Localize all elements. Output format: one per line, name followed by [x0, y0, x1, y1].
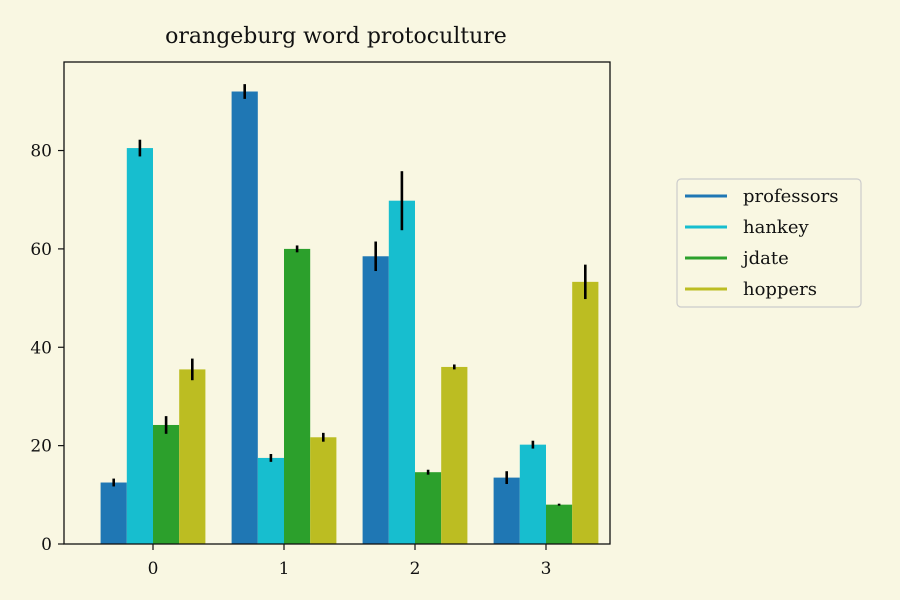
bar-hoppers-1 — [310, 437, 337, 544]
chart-title: orangeburg word protoculture — [165, 24, 507, 49]
bar-professors-2 — [362, 256, 389, 544]
bar-professors-3 — [493, 477, 520, 544]
bar-jdate-3 — [546, 504, 573, 544]
bar-professors-0 — [100, 482, 127, 544]
bar-hankey-0 — [126, 148, 153, 545]
y-tick-label-20: 20 — [30, 437, 52, 457]
bar-jdate-1 — [284, 248, 311, 545]
y-tick-label-40: 40 — [30, 338, 52, 358]
legend-label-hankey: hankey — [743, 217, 809, 238]
y-tick-label-0: 0 — [41, 535, 52, 555]
bar-professors-1 — [231, 91, 258, 545]
bar-hoppers-0 — [179, 369, 206, 544]
bar-hankey-1 — [257, 457, 284, 544]
bar-hankey-3 — [519, 444, 546, 544]
legend-label-jdate: jdate — [741, 248, 789, 269]
x-tick-label-1: 1 — [279, 559, 290, 579]
axes-frame — [63, 61, 611, 545]
bar-jdate-0 — [153, 424, 180, 544]
legend: professors hankey jdate hoppers — [676, 178, 862, 308]
y-tick-label-80: 80 — [30, 142, 52, 162]
bar-hankey-2 — [388, 200, 415, 545]
y-tick-label-60: 60 — [30, 240, 52, 260]
legend-box — [676, 178, 862, 308]
legend-label-hoppers: hoppers — [743, 279, 817, 300]
legend-label-professors: professors — [743, 186, 838, 207]
plot-area: 0 20 40 60 80 0 1 2 3 — [30, 61, 611, 579]
bar-hoppers-2 — [441, 366, 468, 544]
bar-hoppers-3 — [572, 281, 599, 544]
x-tick-label-2: 2 — [410, 559, 421, 579]
x-tick-label-0: 0 — [148, 559, 159, 579]
x-tick-label-3: 3 — [541, 559, 552, 579]
bar-jdate-2 — [415, 472, 442, 544]
